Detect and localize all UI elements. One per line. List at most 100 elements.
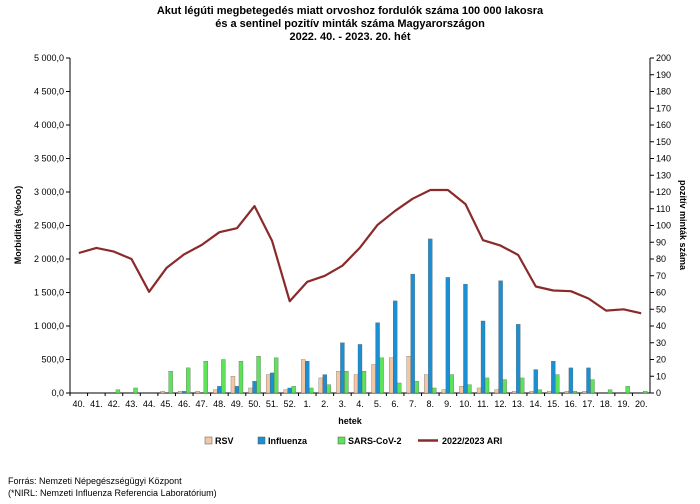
y2-tick-label: 140 bbox=[656, 154, 671, 164]
x-tick-label: 42. bbox=[108, 399, 121, 409]
x-tick-label: 11. bbox=[477, 399, 489, 409]
bar-influenza bbox=[252, 381, 257, 394]
bar-sars-cov-2 bbox=[115, 389, 121, 394]
bar-sars-cov-2 bbox=[572, 391, 578, 394]
x-tick-label: 2. bbox=[321, 399, 329, 409]
bar-rsv bbox=[178, 391, 183, 394]
bar-influenza bbox=[568, 367, 574, 394]
bar-rsv bbox=[494, 389, 499, 394]
bar-rsv bbox=[459, 386, 464, 394]
y2-tick-label: 20 bbox=[656, 355, 666, 365]
bar-influenza bbox=[445, 277, 451, 394]
bar-sars-cov-2 bbox=[643, 391, 648, 394]
legend-label-ari: 2022/2023 ARI bbox=[442, 436, 502, 446]
y-tick-label: 500,0 bbox=[41, 355, 64, 365]
x-tick-label: 52. bbox=[283, 399, 296, 409]
bar-influenza bbox=[480, 320, 486, 394]
bar-sars-cov-2 bbox=[414, 381, 419, 394]
y-tick-label: 1 500,0 bbox=[34, 288, 64, 298]
bar-influenza bbox=[305, 361, 310, 394]
bar-rsv bbox=[564, 391, 570, 394]
bar-sars-cov-2 bbox=[537, 389, 542, 394]
x-tick-label: 40. bbox=[73, 399, 86, 409]
x-tick-label: 49. bbox=[231, 399, 244, 409]
x-tick-label: 41. bbox=[90, 399, 103, 409]
y-tick-label: 4 000,0 bbox=[34, 120, 64, 130]
bar-influenza bbox=[234, 386, 240, 394]
bar-sars-cov-2 bbox=[256, 355, 261, 394]
bar-influenza bbox=[217, 386, 222, 394]
bar-rsv bbox=[547, 391, 552, 394]
legend-label-influenza: Influenza bbox=[268, 436, 308, 446]
bar-rsv bbox=[318, 377, 323, 394]
legend: RSV Influenza SARS-CoV-2 2022/2023 ARI bbox=[204, 436, 502, 446]
x-tick-label: 20. bbox=[635, 399, 648, 409]
bar-sars-cov-2 bbox=[326, 384, 331, 394]
x-tick-label: 46. bbox=[178, 399, 191, 409]
y2-tick-label: 190 bbox=[656, 70, 671, 80]
x-tick-label: 44. bbox=[143, 399, 156, 409]
x-tick-label: 51. bbox=[266, 399, 279, 409]
y-tick-label: 5 000,0 bbox=[34, 53, 64, 63]
x-tick-label: 47. bbox=[196, 399, 209, 409]
y2-tick-label: 200 bbox=[656, 53, 671, 63]
bar-sars-cov-2 bbox=[133, 387, 138, 394]
bar-sars-cov-2 bbox=[238, 361, 244, 394]
chart-title-line-2: és a sentinel pozitív minták száma Magya… bbox=[215, 18, 485, 30]
bar-sars-cov-2 bbox=[520, 377, 525, 394]
bar-sars-cov-2 bbox=[397, 382, 402, 394]
y2-tick-label: 150 bbox=[656, 137, 671, 147]
y-tick-label: 3 000,0 bbox=[34, 187, 64, 197]
bar-rsv bbox=[301, 359, 306, 394]
legend-swatch-sars-cov-2 bbox=[337, 436, 346, 445]
y-axis-title: Morbiditás (%ooo) bbox=[13, 186, 23, 265]
bar-sars-cov-2 bbox=[467, 384, 472, 394]
bar-influenza bbox=[586, 367, 591, 394]
bar-rsv bbox=[389, 357, 394, 394]
y-tick-label: 0,0 bbox=[51, 388, 64, 398]
bar-sars-cov-2 bbox=[273, 357, 279, 394]
y2-tick-label: 180 bbox=[656, 87, 671, 97]
bar-rsv bbox=[160, 391, 165, 394]
x-tick-label: 16. bbox=[565, 399, 578, 409]
bar-influenza bbox=[498, 280, 503, 394]
bar-rsv bbox=[230, 376, 236, 394]
bar-rsv bbox=[195, 391, 200, 394]
bar-rsv bbox=[441, 389, 447, 394]
y2-tick-label: 50 bbox=[656, 304, 666, 314]
bar-influenza bbox=[287, 387, 292, 394]
bar-rsv bbox=[353, 374, 359, 394]
bar-rsv bbox=[336, 371, 341, 394]
x-tick-label: 15. bbox=[547, 399, 560, 409]
bar-influenza bbox=[410, 273, 415, 394]
x-tick-label: 18. bbox=[600, 399, 613, 409]
bar-sars-cov-2 bbox=[361, 371, 367, 394]
bar-rsv bbox=[406, 355, 411, 394]
y2-tick-label: 80 bbox=[656, 254, 666, 264]
x-tick-label: 5. bbox=[374, 399, 382, 409]
x-tick-label: 1. bbox=[304, 399, 312, 409]
ari-line bbox=[78, 188, 642, 315]
x-tick-label: 14. bbox=[529, 399, 542, 409]
x-tick-label: 3. bbox=[339, 399, 347, 409]
y2-tick-label: 40 bbox=[656, 321, 666, 331]
legend-label-rsv: RSV bbox=[215, 436, 234, 446]
x-tick-label: 12. bbox=[494, 399, 507, 409]
bar-sars-cov-2 bbox=[502, 379, 507, 394]
x-tick-label: 8. bbox=[427, 399, 435, 409]
y2-tick-label: 160 bbox=[656, 120, 671, 130]
chart-title-line-1: Akut légúti megbetegedés miatt orvoshoz … bbox=[157, 5, 544, 17]
bar-sars-cov-2 bbox=[449, 374, 455, 394]
x-axis-title: hetek bbox=[338, 416, 363, 426]
bar-sars-cov-2 bbox=[379, 357, 384, 394]
bar-rsv bbox=[283, 389, 288, 394]
y2-tick-label: 70 bbox=[656, 271, 666, 281]
bar-influenza bbox=[340, 342, 345, 394]
bar-sars-cov-2 bbox=[203, 361, 208, 394]
y-tick-label: 2 000,0 bbox=[34, 254, 64, 264]
bar-influenza bbox=[375, 322, 380, 394]
bar-influenza bbox=[393, 300, 398, 394]
x-tick-label: 48. bbox=[213, 399, 226, 409]
y2-tick-label: 130 bbox=[656, 170, 671, 180]
bar-sars-cov-2 bbox=[168, 371, 173, 394]
